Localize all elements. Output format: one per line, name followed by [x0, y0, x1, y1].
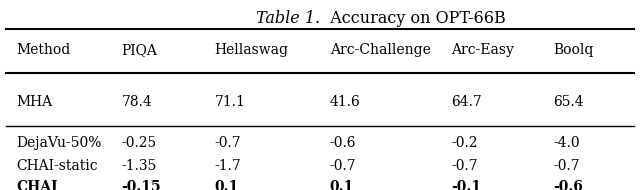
Text: -0.6: -0.6	[554, 180, 584, 190]
Text: PIQA: PIQA	[122, 43, 157, 57]
Text: 65.4: 65.4	[554, 95, 584, 109]
Text: -0.2: -0.2	[451, 136, 477, 150]
Text: -0.15: -0.15	[122, 180, 161, 190]
Text: -0.7: -0.7	[330, 159, 356, 173]
Text: 78.4: 78.4	[122, 95, 152, 109]
Text: 64.7: 64.7	[451, 95, 482, 109]
Text: CHAI: CHAI	[16, 180, 58, 190]
Text: DejaVu-50%: DejaVu-50%	[16, 136, 101, 150]
Text: -4.0: -4.0	[554, 136, 580, 150]
Text: 0.1: 0.1	[214, 180, 239, 190]
Text: Accuracy on OPT-66B: Accuracy on OPT-66B	[320, 10, 506, 27]
Text: Boolq: Boolq	[554, 43, 594, 57]
Text: Hellaswag: Hellaswag	[214, 43, 289, 57]
Text: MHA: MHA	[16, 95, 52, 109]
Text: -1.35: -1.35	[122, 159, 157, 173]
Text: -0.7: -0.7	[451, 159, 478, 173]
Text: -0.25: -0.25	[122, 136, 157, 150]
Text: Method: Method	[16, 43, 70, 57]
Text: CHAI-static: CHAI-static	[16, 159, 98, 173]
Text: -0.6: -0.6	[330, 136, 356, 150]
Text: 41.6: 41.6	[330, 95, 360, 109]
Text: Table 1.: Table 1.	[256, 10, 320, 27]
Text: -1.7: -1.7	[214, 159, 241, 173]
Text: Arc-Challenge: Arc-Challenge	[330, 43, 431, 57]
Text: Arc-Easy: Arc-Easy	[451, 43, 514, 57]
Text: -0.1: -0.1	[451, 180, 481, 190]
Text: -0.7: -0.7	[554, 159, 580, 173]
Text: 71.1: 71.1	[214, 95, 245, 109]
Text: -0.7: -0.7	[214, 136, 241, 150]
Text: 0.1: 0.1	[330, 180, 354, 190]
